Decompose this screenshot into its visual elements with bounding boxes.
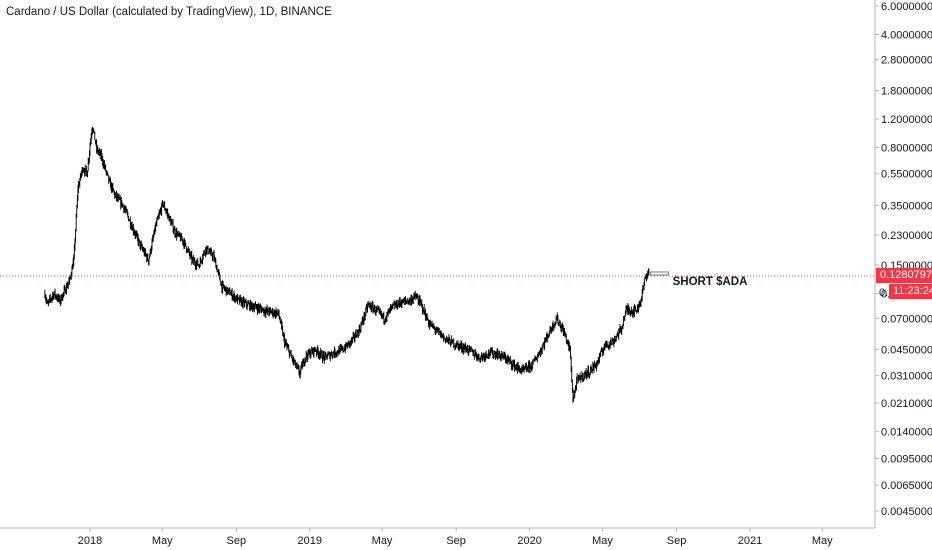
x-tick-label: 2021 (738, 535, 762, 547)
x-tick-label: May (592, 535, 613, 547)
last-price-tag: 0.12807973 (876, 267, 932, 283)
x-tick-label: May (152, 535, 173, 547)
x-tick-label: May (812, 535, 833, 547)
partial-price-label: 0. (879, 287, 888, 299)
y-tick-label: 0.00450000 (881, 506, 932, 518)
x-tick-label: Sep (667, 535, 687, 547)
y-tick-label: 4.00000000 (881, 29, 932, 41)
y-tick-label: 6.00000000 (881, 1, 932, 13)
x-tick-label: Sep (227, 535, 247, 547)
drawing-box (649, 271, 669, 276)
chart-title: Cardano / US Dollar (calculated by Tradi… (6, 6, 332, 18)
x-tick-label: May (372, 535, 393, 547)
x-tick-label: 2019 (298, 535, 322, 547)
countdown-tag: 11:23:24 (889, 283, 932, 299)
x-tick-label: 2018 (78, 535, 102, 547)
x-tick-label: 2020 (517, 535, 541, 547)
candle-layer (44, 126, 650, 403)
x-tick-label: Sep (446, 535, 466, 547)
short-annotation[interactable]: SHORT $ADA (672, 275, 748, 288)
